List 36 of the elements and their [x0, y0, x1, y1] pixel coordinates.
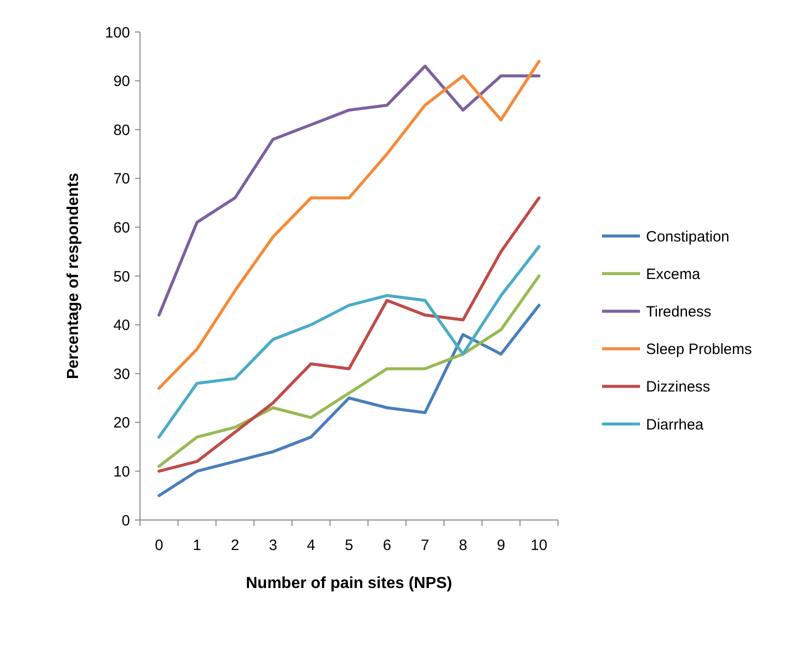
y-tick-label: 80 — [113, 122, 130, 139]
y-tick-label: 0 — [122, 512, 130, 530]
y-tick-label: 40 — [113, 317, 130, 334]
line-series — [158, 64, 540, 317]
legend-label: Constipation — [646, 228, 730, 246]
x-tick-label: 7 — [420, 537, 430, 554]
legend-label: Sleep Problems — [646, 341, 752, 358]
x-axis-title: Number of pain sites (NPS) — [246, 575, 452, 592]
line-series — [158, 274, 540, 468]
legend-label: Excema — [646, 266, 701, 283]
legend-label: Dizziness — [646, 378, 710, 396]
x-tick-label: 3 — [268, 537, 278, 554]
y-tick-label: 70 — [113, 170, 130, 188]
line-series — [158, 196, 540, 473]
y-tick-label: 60 — [113, 219, 130, 236]
x-tick-label: 5 — [344, 537, 354, 554]
y-tick-label: 90 — [113, 73, 130, 90]
legend-label: Diarrhea — [646, 416, 704, 434]
x-tick-label: 6 — [382, 537, 392, 554]
y-tick-label: 50 — [113, 268, 130, 286]
x-tick-label: 4 — [306, 537, 316, 554]
x-tick-label: 2 — [230, 537, 240, 554]
line-series — [158, 304, 540, 498]
x-tick-label: 8 — [458, 537, 468, 554]
y-tick-label: 20 — [113, 414, 130, 432]
y-axis-title: Percentage of respondents — [65, 172, 82, 380]
y-tick-label: 10 — [113, 463, 130, 480]
line-series — [158, 60, 540, 390]
x-tick-label: 1 — [192, 537, 202, 554]
legend-label: Tiredness — [646, 303, 712, 320]
x-tick-label: 10 — [530, 537, 548, 554]
x-tick-label: 9 — [496, 537, 506, 554]
y-tick-label: 100 — [104, 24, 130, 42]
line-series — [158, 245, 540, 439]
x-tick-label: 0 — [154, 537, 164, 554]
y-tick-label: 30 — [113, 366, 130, 383]
